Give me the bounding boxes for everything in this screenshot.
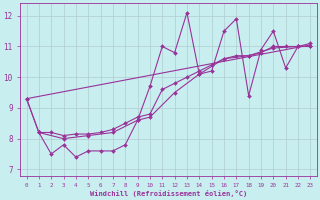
X-axis label: Windchill (Refroidissement éolien,°C): Windchill (Refroidissement éolien,°C) (90, 190, 247, 197)
